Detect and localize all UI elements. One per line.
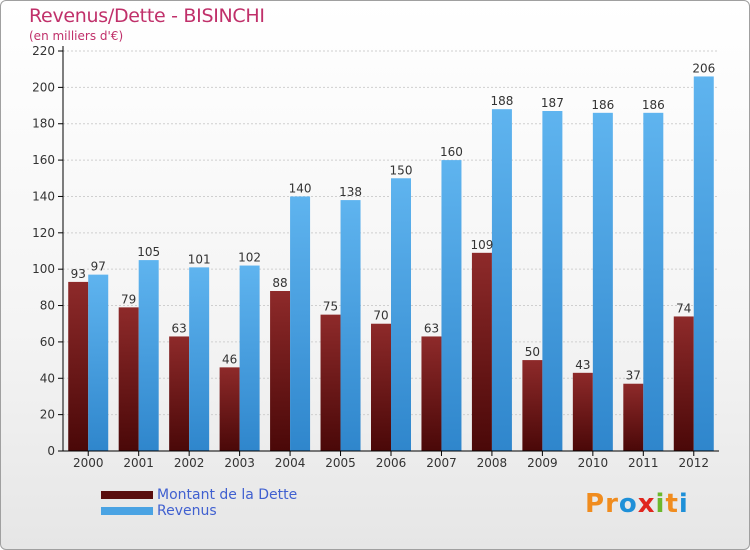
logo-letter: r bbox=[605, 489, 619, 519]
legend-swatch-dette bbox=[101, 491, 153, 499]
data-label-revenus: 140 bbox=[289, 181, 312, 195]
data-label-dette: 50 bbox=[525, 345, 540, 359]
x-tick-label: 2003 bbox=[224, 456, 255, 470]
chart-title: Revenus/Dette - BISINCHI bbox=[29, 5, 265, 27]
y-tick-label: 200 bbox=[32, 80, 55, 94]
bar-dette bbox=[118, 307, 139, 451]
logo-letter: t bbox=[665, 489, 679, 519]
bar-dette bbox=[371, 323, 391, 451]
bar-revenus bbox=[189, 267, 210, 451]
x-tick-label: 2002 bbox=[174, 456, 205, 470]
logo-letter: o bbox=[618, 489, 638, 519]
data-label-dette: 70 bbox=[373, 309, 388, 323]
data-label-dette: 63 bbox=[424, 321, 439, 335]
data-label-revenus: 105 bbox=[137, 245, 160, 259]
x-tick-label: 2000 bbox=[73, 456, 104, 470]
data-label-dette: 74 bbox=[676, 301, 691, 315]
x-tick-label: 2004 bbox=[275, 456, 306, 470]
bar-revenus bbox=[491, 109, 512, 451]
y-tick-label: 20 bbox=[40, 408, 55, 422]
chart-subtitle: (en milliers d'€) bbox=[29, 29, 124, 43]
bar-revenus bbox=[239, 265, 260, 451]
data-label-revenus: 160 bbox=[440, 145, 463, 159]
bar-revenus bbox=[592, 112, 613, 452]
x-tick-label: 2006 bbox=[376, 456, 407, 470]
bar-revenus bbox=[391, 178, 411, 452]
y-tick-label: 120 bbox=[32, 226, 55, 240]
bar-revenus bbox=[643, 112, 664, 452]
logo-letter: i bbox=[655, 489, 666, 519]
y-tick-label: 160 bbox=[32, 153, 55, 167]
logo-letter: i bbox=[678, 489, 689, 519]
x-tick-label: 2007 bbox=[426, 456, 457, 470]
y-tick-label: 100 bbox=[32, 262, 55, 276]
data-label-dette: 88 bbox=[272, 276, 287, 290]
bar-dette bbox=[320, 314, 341, 451]
logo-letter: P bbox=[585, 489, 606, 519]
bar-dette bbox=[421, 336, 442, 451]
y-tick-label: 60 bbox=[40, 335, 55, 349]
proxiti-logo: Proxiti bbox=[585, 489, 689, 519]
data-label-dette: 79 bbox=[121, 292, 136, 306]
x-tick-label: 2001 bbox=[123, 456, 154, 470]
data-label-revenus: 206 bbox=[692, 61, 715, 75]
x-tick-label: 2012 bbox=[678, 456, 709, 470]
y-tick-label: 0 bbox=[47, 444, 55, 458]
bar-dette bbox=[522, 360, 543, 451]
data-label-dette: 46 bbox=[222, 352, 237, 366]
logo-letter: x bbox=[637, 489, 656, 519]
x-tick-label: 2005 bbox=[325, 456, 356, 470]
bar-dette bbox=[68, 281, 89, 451]
data-label-dette: 109 bbox=[470, 238, 493, 252]
y-tick-label: 220 bbox=[32, 44, 55, 58]
bar-revenus bbox=[441, 160, 462, 451]
y-tick-label: 140 bbox=[32, 189, 55, 203]
data-label-revenus: 101 bbox=[188, 252, 211, 266]
data-label-revenus: 97 bbox=[91, 260, 106, 274]
data-label-revenus: 186 bbox=[591, 98, 614, 112]
data-label-revenus: 138 bbox=[339, 185, 362, 199]
data-label-revenus: 187 bbox=[541, 96, 564, 110]
bar-dette bbox=[623, 383, 644, 451]
legend-label-revenus: Revenus bbox=[157, 503, 217, 519]
legend: Montant de la Dette Revenus bbox=[101, 487, 297, 519]
bar-revenus bbox=[340, 200, 361, 451]
bar-revenus bbox=[138, 260, 159, 451]
legend-item-dette: Montant de la Dette bbox=[101, 487, 297, 503]
data-label-dette: 63 bbox=[172, 321, 187, 335]
bar-dette bbox=[572, 372, 593, 451]
bar-dette bbox=[219, 367, 240, 451]
data-label-dette: 75 bbox=[323, 300, 338, 314]
legend-label-dette: Montant de la Dette bbox=[157, 487, 298, 503]
data-label-revenus: 150 bbox=[390, 163, 413, 177]
data-label-dette: 37 bbox=[626, 369, 641, 383]
x-tick-label: 2008 bbox=[477, 456, 508, 470]
bar-dette bbox=[169, 336, 190, 451]
bar-revenus bbox=[542, 111, 563, 451]
data-label-revenus: 186 bbox=[642, 98, 665, 112]
data-label-revenus: 102 bbox=[238, 251, 261, 265]
y-tick-label: 180 bbox=[32, 117, 55, 131]
bar-revenus bbox=[693, 76, 714, 452]
y-tick-label: 40 bbox=[40, 371, 55, 385]
x-tick-label: 2011 bbox=[628, 456, 659, 470]
x-tick-label: 2010 bbox=[578, 456, 609, 470]
legend-swatch-revenus bbox=[101, 507, 153, 515]
legend-item-revenus: Revenus bbox=[101, 503, 297, 519]
bar-dette bbox=[673, 316, 694, 451]
x-tick-label: 2009 bbox=[527, 456, 558, 470]
y-tick-label: 80 bbox=[40, 299, 55, 313]
data-label-dette: 93 bbox=[71, 267, 86, 281]
bar-dette bbox=[471, 252, 492, 451]
bar-revenus bbox=[88, 274, 109, 451]
data-label-revenus: 188 bbox=[490, 94, 513, 108]
data-label-dette: 43 bbox=[575, 358, 590, 372]
bar-dette bbox=[270, 291, 291, 451]
bar-revenus bbox=[290, 196, 311, 451]
